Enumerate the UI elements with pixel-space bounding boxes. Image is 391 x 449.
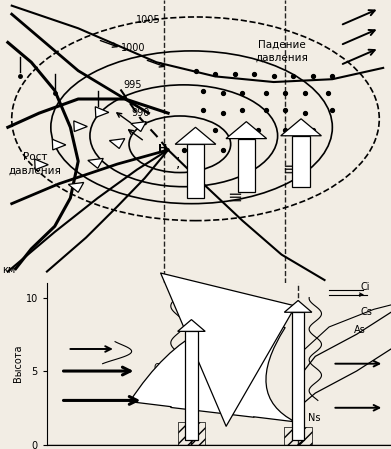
Text: Cb: Cb — [154, 363, 167, 373]
Polygon shape — [109, 139, 125, 149]
Polygon shape — [95, 107, 109, 117]
Text: Ns: Ns — [308, 413, 321, 423]
Text: ≡: ≡ — [227, 189, 242, 207]
Text: 1005: 1005 — [136, 15, 161, 25]
Text: H: H — [158, 144, 167, 154]
Polygon shape — [284, 300, 312, 312]
Polygon shape — [238, 139, 255, 192]
Polygon shape — [74, 121, 87, 132]
Text: Падение
давления: Падение давления — [255, 40, 308, 62]
Text: 990: 990 — [132, 108, 150, 118]
Text: ,: , — [176, 147, 180, 161]
Text: Ci: Ci — [360, 282, 369, 292]
Polygon shape — [292, 136, 310, 187]
Polygon shape — [185, 331, 197, 440]
Polygon shape — [88, 158, 103, 168]
Text: Рост
давления: Рост давления — [9, 153, 62, 176]
Text: ≡: ≡ — [282, 161, 297, 179]
Text: 1000: 1000 — [121, 43, 145, 53]
Text: км: км — [2, 265, 15, 275]
Polygon shape — [178, 320, 205, 331]
Polygon shape — [35, 159, 48, 170]
Polygon shape — [52, 139, 66, 150]
Polygon shape — [292, 312, 304, 440]
Polygon shape — [281, 119, 321, 136]
Polygon shape — [68, 182, 84, 192]
Text: ,: , — [176, 156, 180, 170]
Text: ,: , — [189, 151, 194, 165]
Text: Cs: Cs — [361, 307, 373, 317]
Y-axis label: Высота: Высота — [13, 345, 23, 383]
Text: ≡: ≡ — [239, 161, 254, 179]
Text: 995: 995 — [124, 80, 142, 90]
Polygon shape — [131, 122, 146, 132]
Polygon shape — [226, 122, 267, 139]
Text: As: As — [354, 325, 366, 335]
Polygon shape — [187, 144, 204, 198]
Polygon shape — [175, 128, 216, 144]
